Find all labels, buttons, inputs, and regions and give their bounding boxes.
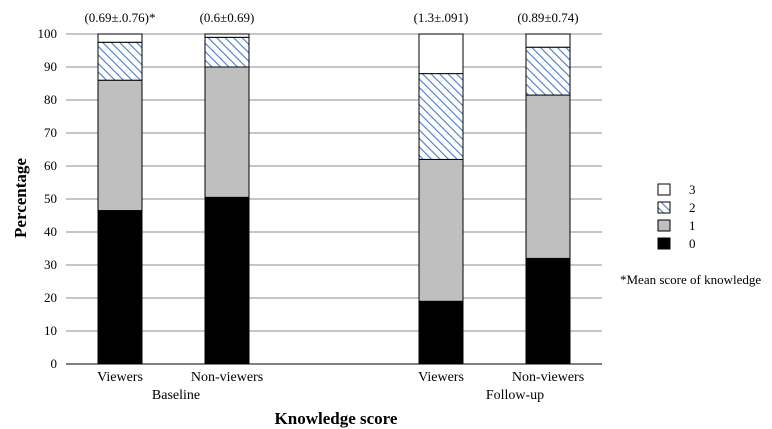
y-tick-label: 30 — [44, 257, 57, 272]
legend-label: 2 — [689, 200, 696, 215]
bar-segment-1 — [97, 79, 143, 212]
bar-segment-0 — [418, 300, 464, 365]
legend-label: 3 — [689, 182, 696, 197]
y-tick-label: 80 — [44, 92, 57, 107]
legend-swatch — [657, 201, 671, 214]
x-group-label: Baseline — [152, 388, 200, 403]
bar-segment-3 — [525, 33, 571, 48]
x-axis: Viewers Non-viewers Viewers Non-viewers Base… — [97, 370, 584, 403]
legend-label: 0 — [689, 236, 696, 251]
bar-annotation: (0.89±0.74) — [517, 10, 578, 25]
footnote: *Mean score of knowledge — [620, 272, 761, 287]
legend-swatch — [657, 237, 671, 250]
bar-segment-0 — [97, 210, 143, 365]
x-axis-title: Knowledge score — [275, 409, 398, 428]
y-tick-label: 70 — [44, 125, 57, 140]
bar-segment-0 — [204, 196, 250, 365]
x-group-label: Follow-up — [486, 388, 544, 403]
legend: 3 2 1 0 — [657, 182, 696, 251]
x-category-label: Viewers — [97, 370, 143, 385]
bar-annotation: (0.69±.0.76)* — [84, 10, 155, 25]
y-tick-label: 10 — [44, 323, 57, 338]
bar-segment-2 — [418, 73, 464, 160]
y-axis-ticks: 0 10 20 30 40 50 60 70 80 90 100 — [38, 26, 58, 371]
bar-segment-1 — [525, 94, 571, 259]
bar-segment-2 — [525, 46, 571, 96]
bar-segment-0 — [525, 257, 571, 365]
y-tick-label: 100 — [38, 26, 58, 41]
y-tick-label: 0 — [51, 356, 58, 371]
bar-annotation: (1.3±.091) — [414, 10, 469, 25]
bar-segment-2 — [97, 41, 143, 81]
bar-segment-3 — [418, 33, 464, 75]
bar-segment-1 — [204, 66, 250, 198]
y-tick-label: 90 — [44, 59, 57, 74]
legend-swatch — [657, 183, 671, 196]
y-tick-label: 40 — [44, 224, 57, 239]
x-category-label: Non-viewers — [191, 370, 263, 385]
y-axis-title: Percentage — [11, 158, 30, 238]
bar-segment-1 — [418, 158, 464, 302]
bars — [97, 33, 571, 365]
legend-label: 1 — [689, 218, 696, 233]
x-category-label: Viewers — [418, 370, 464, 385]
y-tick-label: 60 — [44, 158, 57, 173]
bar-annotation: (0.6±0.69) — [200, 10, 255, 25]
bar-segment-3 — [204, 33, 250, 38]
gridlines — [66, 33, 602, 365]
bar-segment-2 — [204, 36, 250, 68]
y-tick-label: 20 — [44, 290, 57, 305]
y-tick-label: 50 — [44, 191, 57, 206]
bar-annotations: (0.69±.0.76)* (0.6±0.69) (1.3±.091) (0.89±0… — [84, 10, 578, 25]
x-category-label: Non-viewers — [512, 370, 584, 385]
legend-swatch — [657, 219, 671, 232]
bar-segment-3 — [97, 33, 143, 43]
